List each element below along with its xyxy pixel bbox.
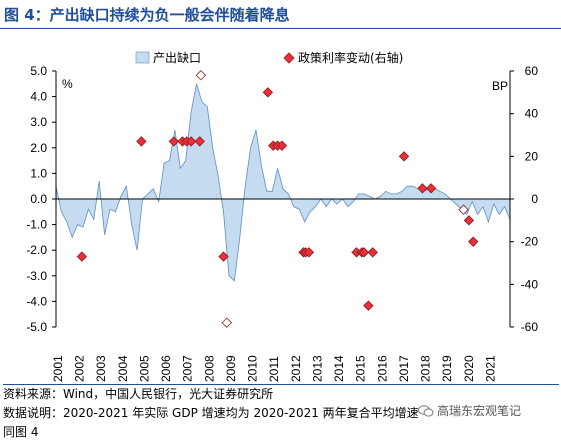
rate-change-point: [398, 151, 410, 162]
chart-title: 图 4：产出缺口持续为负一般会伴随着降息: [4, 6, 290, 24]
rate-change-point: [425, 183, 437, 194]
rate-change-point: [168, 136, 179, 147]
rate-change-point: [417, 183, 428, 194]
title-bar: 图 4：产出缺口持续为负一般会伴随着降息: [0, 0, 561, 29]
x-tick-label: 2008: [202, 355, 216, 382]
x-tick-label: 2020: [462, 355, 476, 382]
source-line: 资料来源：Wind，中国人民银行，光大证券研究所: [3, 387, 274, 401]
legend-diamond-swatch: [283, 52, 295, 64]
rate-change-point: [367, 247, 378, 258]
right-tick-label: 40: [525, 107, 539, 121]
rate-change-point: [218, 251, 229, 262]
rate-change-point: [194, 136, 205, 147]
x-tick-label: 2018: [419, 355, 433, 382]
x-tick-label: 2009: [224, 355, 238, 382]
rate-change-point: [276, 140, 288, 151]
left-tick-label: -4.0: [26, 294, 47, 308]
x-tick-label: 2011: [267, 356, 281, 382]
x-tick-label: 2006: [159, 355, 173, 382]
x-tick-label: 2015: [354, 355, 368, 382]
note-line: 数据说明：2020-2021 年实际 GDP 增速均为 2020-2021 两年…: [3, 406, 419, 420]
legend-rate-change: 政策利率变动(右轴): [298, 50, 403, 65]
left-tick-label: -1.0: [26, 218, 47, 232]
rate-change-point: [468, 236, 479, 247]
left-tick-label: 0.0: [30, 192, 47, 206]
rate-change-point: [76, 251, 88, 262]
watermark-text: 高瑞东宏观笔记: [437, 404, 522, 418]
x-tick-label: 2017: [397, 355, 411, 382]
left-unit-label: %: [62, 77, 73, 91]
left-tick-label: -2.0: [26, 243, 47, 257]
right-tick-label: 60: [525, 64, 539, 78]
x-tick-label: 2001: [51, 355, 65, 382]
rate-change-point: [458, 204, 469, 215]
rate-change-point: [303, 247, 315, 258]
rate-change-point: [363, 300, 374, 311]
x-tick-label: 2007: [181, 355, 195, 382]
right-tick-label: 0: [531, 192, 538, 206]
x-tick-label: 2016: [375, 355, 389, 382]
output-gap-line: [55, 83, 511, 282]
x-tick-label: 2005: [137, 355, 151, 382]
legend-area-swatch: [135, 51, 150, 64]
legend-output-gap: 产出缺口: [153, 50, 201, 65]
x-tick-label: 2010: [246, 355, 260, 382]
x-tick-label: 2012: [289, 355, 303, 382]
left-tick-label: 3.0: [30, 115, 47, 129]
left-tick-label: 5.0: [30, 64, 47, 78]
rate-change-point: [463, 215, 475, 226]
left-tick-label: 2.0: [30, 141, 47, 155]
watermark: 高瑞东宏观笔记: [418, 402, 521, 419]
rate-change-point: [136, 136, 147, 147]
right-tick-label: -60: [521, 320, 539, 334]
wechat-icon: [418, 404, 434, 417]
rate-change-point: [185, 136, 197, 147]
right-tick-label: 20: [525, 149, 539, 163]
x-tick-label: 2021: [483, 355, 497, 382]
left-tick-label: 1.0: [30, 166, 47, 180]
x-tick-label: 2019: [440, 355, 454, 382]
rate-change-point: [195, 70, 207, 81]
right-tick-label: -20: [521, 235, 539, 249]
x-tick-label: 2002: [73, 355, 87, 382]
output-gap-area: [56, 83, 510, 281]
x-tick-label: 2004: [116, 355, 130, 382]
subtitle-line: 同图 4: [3, 425, 39, 439]
right-unit-label: BP: [492, 79, 508, 93]
x-tick-label: 2014: [332, 355, 346, 382]
left-tick-label: 4.0: [30, 90, 47, 104]
left-tick-label: -5.0: [26, 320, 47, 334]
rate-change-point: [221, 317, 232, 328]
x-tick-label: 2003: [94, 355, 108, 382]
chart: 5.0 4.0 3.0 2.0 1.0 0.0 -1.0 -2.0 -3.0 -4.0 -5.0% 6…: [26, 50, 539, 382]
left-tick-label: -3.0: [26, 269, 47, 283]
rate-change-point: [358, 247, 370, 258]
right-tick-label: -40: [521, 277, 539, 291]
rate-change-point: [262, 87, 274, 98]
footer: 资料来源：Wind，中国人民银行，光大证券研究所 数据说明：2020-2021 …: [3, 384, 559, 442]
x-tick-label: 2013: [310, 355, 324, 382]
